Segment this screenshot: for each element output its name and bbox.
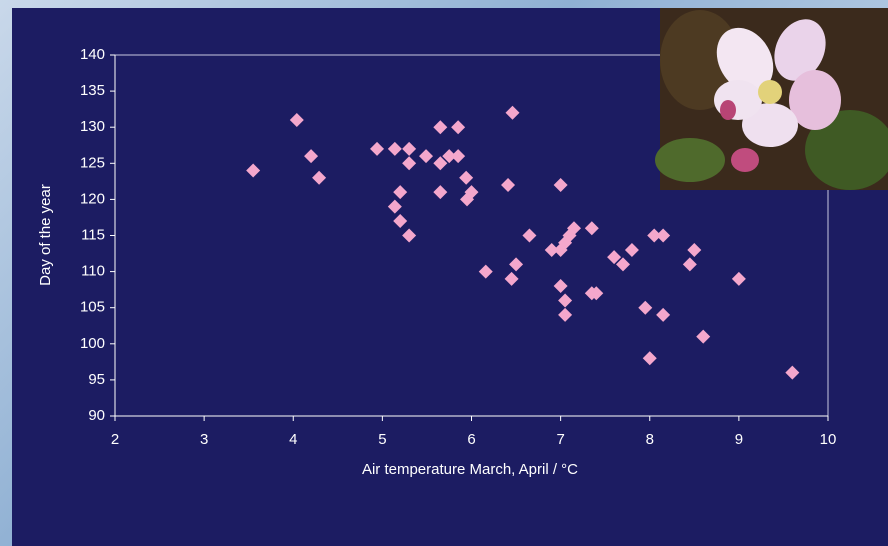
x-axis-label: Air temperature March, April / °C bbox=[362, 461, 578, 478]
x-tick-label: 4 bbox=[289, 431, 297, 448]
y-tick-label: 130 bbox=[80, 118, 105, 135]
x-tick-label: 8 bbox=[646, 431, 654, 448]
x-tick-label: 6 bbox=[467, 431, 475, 448]
x-tick-label: 9 bbox=[735, 431, 743, 448]
y-tick-label: 110 bbox=[81, 263, 105, 280]
page: {"chart_data": { "type": "scatter", "x_l… bbox=[0, 0, 888, 546]
x-tick-label: 7 bbox=[556, 431, 564, 448]
y-tick-label: 120 bbox=[80, 190, 105, 207]
x-tick-label: 3 bbox=[200, 431, 208, 448]
x-tick-label: 5 bbox=[378, 431, 386, 448]
x-tick-label: 10 bbox=[820, 431, 837, 448]
y-axis-label: Day of the year bbox=[37, 184, 54, 286]
photo-bud bbox=[731, 148, 759, 172]
photo-bud bbox=[720, 100, 736, 120]
y-tick-label: 105 bbox=[80, 299, 105, 316]
y-tick-label: 125 bbox=[80, 154, 105, 171]
y-tick-label: 140 bbox=[80, 46, 105, 63]
y-tick-label: 95 bbox=[88, 371, 105, 388]
y-tick-label: 100 bbox=[80, 335, 105, 352]
y-tick-label: 90 bbox=[88, 407, 105, 424]
y-tick-label: 135 bbox=[80, 82, 105, 99]
photo bbox=[655, 8, 888, 190]
photo-stamen bbox=[758, 80, 782, 104]
y-tick-label: 115 bbox=[81, 226, 105, 243]
chart: Air temperature March, April / °C Day of… bbox=[0, 0, 888, 546]
x-tick-label: 2 bbox=[111, 431, 119, 448]
photo-leaf bbox=[655, 138, 725, 182]
